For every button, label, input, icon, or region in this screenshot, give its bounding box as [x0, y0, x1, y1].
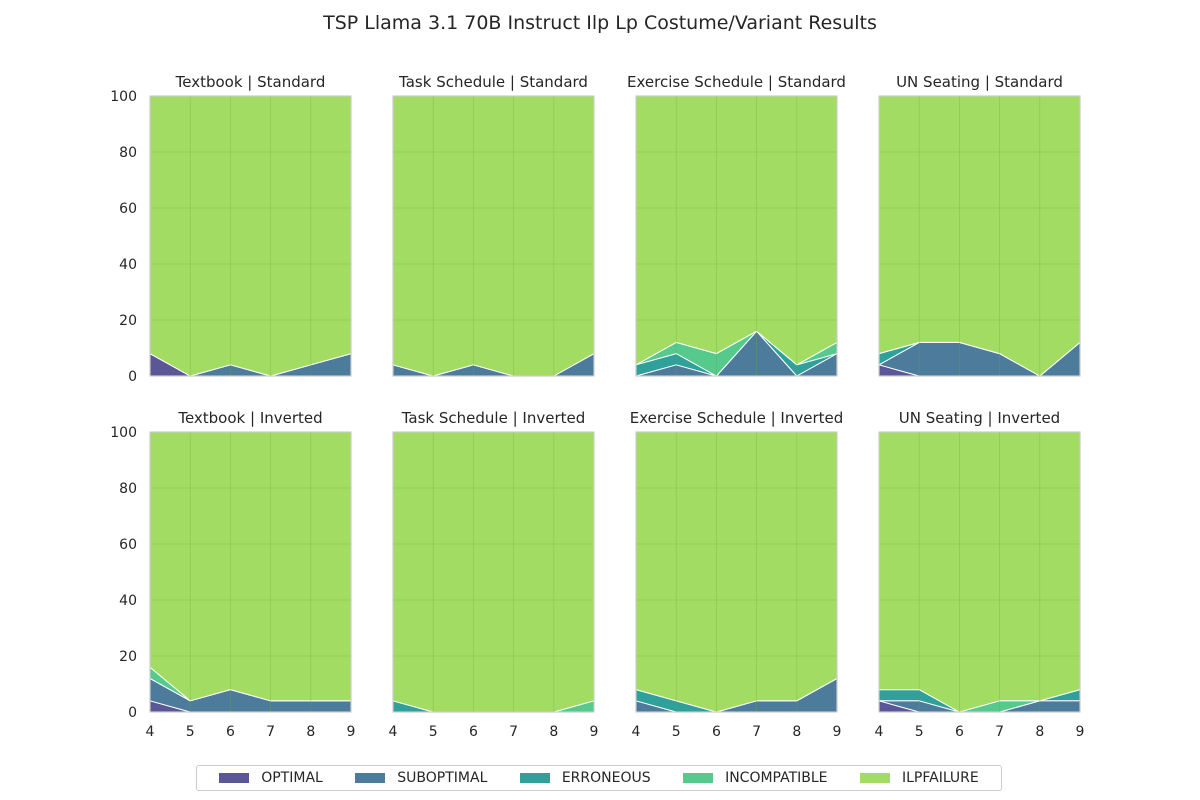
legend-item-erroneous: ERRONEOUS [519, 770, 651, 786]
panel-un-seating-inverted: UN Seating | Inverted 4 5 6 7 8 9 [875, 409, 1085, 740]
y-tick-label: 20 [119, 649, 137, 665]
plot-frame [878, 431, 1081, 713]
x-tick-label: 7 [266, 724, 275, 740]
plot-frame [878, 95, 1081, 377]
legend-label: SUBOPTIMAL [397, 770, 488, 786]
area-ilpfailure [149, 431, 352, 702]
x-tick-label: 5 [429, 724, 438, 740]
panel-title: UN Seating | Standard [896, 73, 1063, 91]
legend-swatch [859, 773, 890, 783]
y-tick-label: 0 [128, 705, 137, 721]
plot-frame [392, 431, 595, 713]
panel-title: Textbook | Inverted [177, 409, 322, 427]
y-tick-label: 100 [110, 89, 137, 105]
legend-item-optimal: OPTIMAL [219, 770, 323, 786]
panel-task-schedule-inverted: Task Schedule | Inverted 4 5 6 7 8 9 [389, 409, 599, 740]
panel-exercise-schedule-standard: Exercise Schedule | Standard [627, 73, 846, 377]
y-tick-label: 60 [119, 537, 137, 553]
y-tick-label: 20 [119, 313, 137, 329]
x-tick-label: 7 [995, 724, 1004, 740]
x-tick-label: 7 [752, 724, 761, 740]
panel-title: Task Schedule | Standard [398, 73, 588, 91]
panel-un-seating-standard: UN Seating | Standard [878, 73, 1081, 377]
y-tick-label: 80 [119, 145, 137, 161]
x-tick-label: 9 [833, 724, 842, 740]
x-tick-label: 4 [632, 724, 641, 740]
x-tick-label: 8 [792, 724, 801, 740]
panel-title: UN Seating | Inverted [899, 409, 1060, 427]
legend-item-suboptimal: SUBOPTIMAL [355, 770, 487, 786]
legend-swatch [219, 773, 250, 783]
panel-task-schedule-standard: Task Schedule | Standard [392, 73, 595, 377]
legend-label: INCOMPATIBLE [725, 770, 828, 786]
legend-swatch [519, 773, 550, 783]
x-tick-label: 4 [875, 724, 884, 740]
area-ilpfailure [878, 431, 1081, 713]
x-tick-label: 7 [509, 724, 518, 740]
x-tick-label: 9 [1076, 724, 1085, 740]
panel-title: Task Schedule | Inverted [401, 409, 586, 427]
y-tick-label: 40 [119, 593, 137, 609]
y-tick-label: 60 [119, 201, 137, 217]
panel-exercise-schedule-inverted: Exercise Schedule | Inverted 4 5 6 7 8 9 [630, 409, 844, 740]
legend-item-incompatible: INCOMPATIBLE [683, 770, 828, 786]
area-ilpfailure [149, 95, 352, 377]
area-ilpfailure [635, 431, 838, 713]
y-tick-label: 40 [119, 257, 137, 273]
plot-frame [149, 431, 352, 713]
x-tick-label: 5 [186, 724, 195, 740]
x-tick-label: 5 [915, 724, 924, 740]
y-tick-label: 0 [128, 369, 137, 385]
x-tick-label: 9 [347, 724, 356, 740]
panel-title: Exercise Schedule | Inverted [630, 409, 844, 427]
chart-title: TSP Llama 3.1 70B Instruct Ilp Lp Costum… [323, 12, 877, 34]
panel-title: Textbook | Standard [175, 73, 326, 91]
plot-frame [149, 95, 352, 377]
x-tick-label: 8 [1035, 724, 1044, 740]
x-tick-label: 8 [549, 724, 558, 740]
x-tick-label: 9 [590, 724, 599, 740]
x-tick-label: 4 [146, 724, 155, 740]
area-ilpfailure [392, 95, 595, 377]
y-tick-label: 80 [119, 481, 137, 497]
x-tick-label: 4 [389, 724, 398, 740]
area-ilpfailure [635, 95, 838, 366]
panel-textbook-standard: Textbook | Standard 0 20 40 60 80 100 [110, 73, 352, 385]
legend-label: ILPFAILURE [901, 770, 979, 786]
y-tick-label: 100 [110, 425, 137, 441]
legend: OPTIMAL SUBOPTIMAL ERRONEOUS INCOMPATIBLE IL… [196, 765, 1002, 791]
x-tick-label: 6 [955, 724, 964, 740]
area-ilpfailure [878, 95, 1081, 377]
legend-swatch [683, 773, 714, 783]
legend-label: ERRONEOUS [561, 770, 651, 786]
legend-item-ilpfailure: ILPFAILURE [859, 770, 979, 786]
legend-swatch [355, 773, 386, 783]
plot-frame [635, 431, 838, 713]
legend-label: OPTIMAL [261, 770, 323, 786]
x-tick-label: 6 [469, 724, 478, 740]
x-tick-label: 5 [672, 724, 681, 740]
plot-frame [635, 95, 838, 377]
x-tick-label: 6 [712, 724, 721, 740]
panel-textbook-inverted: Textbook | Inverted 0 20 40 60 80 100 4 5 6 7 8 9 [110, 409, 355, 740]
x-tick-label: 6 [226, 724, 235, 740]
plot-frame [392, 95, 595, 377]
area-ilpfailure [392, 431, 595, 713]
x-tick-label: 8 [306, 724, 315, 740]
panel-title: Exercise Schedule | Standard [627, 73, 846, 91]
